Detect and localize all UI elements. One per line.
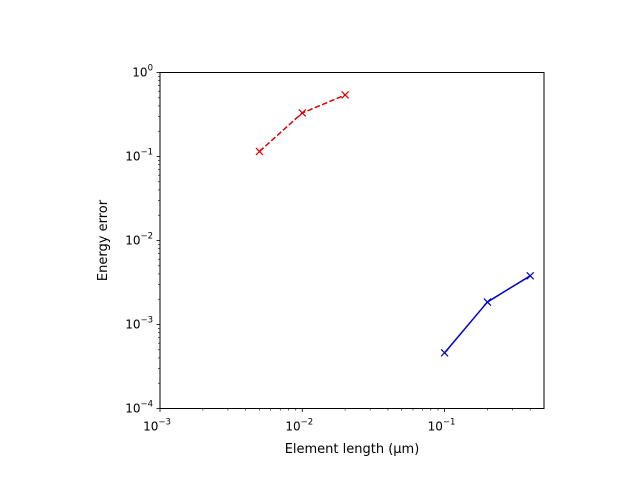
y-tick-label: 10−3	[125, 316, 153, 332]
x-tick-label: 10−3	[143, 418, 171, 434]
series-1-point	[298, 109, 307, 117]
y-tick-label: 10−4	[125, 400, 153, 416]
series-1-point	[255, 147, 264, 156]
minor-ticks	[158, 76, 531, 411]
y-tick-label: 100	[132, 64, 153, 80]
series-layer	[255, 91, 535, 357]
series-2-point	[483, 298, 492, 306]
x-axis-label: Element length (µm)	[285, 442, 420, 457]
y-tick-label: 10−2	[125, 232, 153, 248]
tick-labels: 10−3 10−2 10−1 10−4 10−3 10−2 10−1 100	[125, 64, 455, 434]
series-2-point	[526, 271, 535, 280]
plot-frame	[159, 72, 545, 409]
x-tick-label: 10−1	[428, 418, 456, 434]
series-1-point	[341, 91, 350, 99]
major-ticks	[156, 72, 445, 412]
y-tick-label: 10−1	[125, 148, 153, 164]
series-2-line	[443, 275, 531, 354]
y-axis-label: Energy error	[96, 199, 111, 281]
series-1-line	[258, 94, 346, 152]
series-1	[255, 91, 350, 156]
series-2-point	[440, 348, 449, 357]
x-tick-label: 10−2	[285, 418, 313, 434]
series-2	[440, 271, 535, 357]
